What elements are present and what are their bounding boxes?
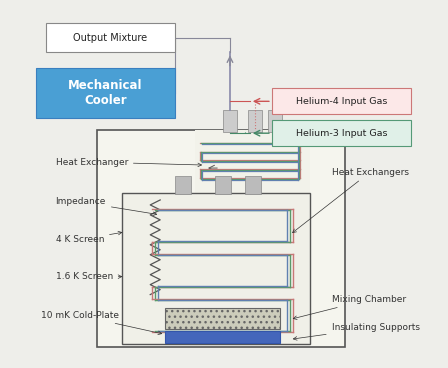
Bar	[35, 68, 175, 118]
Bar	[248, 110, 262, 132]
Bar	[165, 332, 280, 343]
Text: Output Mixture: Output Mixture	[73, 32, 147, 43]
Bar	[272, 120, 411, 146]
Bar	[268, 110, 282, 132]
Bar	[97, 130, 345, 347]
Text: Impedance: Impedance	[56, 198, 157, 216]
Text: Helium-3 Input Gas: Helium-3 Input Gas	[296, 129, 388, 138]
Bar	[46, 22, 175, 53]
Bar	[122, 193, 310, 344]
Bar	[195, 130, 310, 193]
Bar	[165, 308, 280, 329]
Text: 10 mK Cold-Plate: 10 mK Cold-Plate	[41, 311, 162, 335]
Text: Mixing Chamber: Mixing Chamber	[293, 295, 406, 319]
Text: 4 K Screen: 4 K Screen	[56, 231, 122, 244]
Bar	[245, 176, 261, 194]
Text: Mechanical
Cooler: Mechanical Cooler	[68, 79, 142, 107]
Text: Heat Exchanger: Heat Exchanger	[56, 158, 202, 167]
Bar	[223, 110, 237, 132]
Bar	[272, 88, 411, 114]
Text: Insulating Supports: Insulating Supports	[293, 323, 420, 340]
Text: Helium-4 Input Gas: Helium-4 Input Gas	[296, 97, 388, 106]
Text: Heat Exchangers: Heat Exchangers	[293, 167, 409, 233]
Bar	[175, 176, 191, 194]
Bar	[215, 176, 231, 194]
Text: 1.6 K Screen: 1.6 K Screen	[56, 272, 122, 281]
